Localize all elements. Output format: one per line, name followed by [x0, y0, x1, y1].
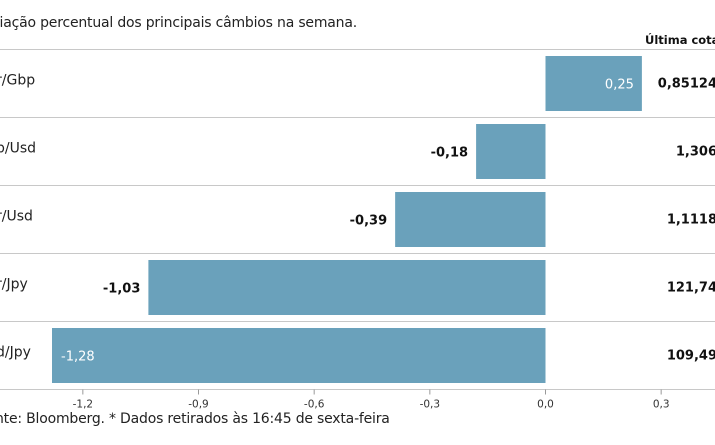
x-tick-label: -0,3: [420, 399, 441, 411]
last-quote-value: 0,85124: [658, 77, 715, 92]
last-quote-value: 109,49: [667, 349, 715, 364]
x-tick-label: 0,3: [653, 399, 670, 411]
last-quote-value: 1,1118: [667, 213, 715, 228]
data-label: -0,39: [350, 214, 387, 229]
data-label: -0,18: [431, 146, 468, 161]
last-quote-header: Última cotaç: [645, 33, 715, 47]
last-quote-value: 121,74: [667, 281, 715, 296]
bar-djpy: [52, 328, 546, 383]
bar-rgbp: [545, 56, 642, 111]
x-tick-label: -0,6: [304, 399, 325, 411]
bar-rjpy: [148, 260, 546, 315]
data-label: 0,25: [605, 78, 634, 93]
source-note: nte: Bloomberg. * Dados retirados às 16:…: [0, 411, 390, 427]
category-label: r/Jpy: [0, 277, 28, 293]
x-tick-label: -0,9: [188, 399, 209, 411]
chart-subtitle: riação percentual dos principais câmbios…: [0, 15, 357, 31]
data-label: -1,28: [61, 350, 95, 365]
category-label: d/Jpy: [0, 345, 31, 361]
x-tick-label: 0,0: [537, 399, 554, 411]
last-quote-value: 1,306: [676, 145, 715, 160]
category-label: p/Usd: [0, 141, 36, 157]
x-tick-label: -1,2: [73, 399, 94, 411]
bar-rusd: [395, 192, 546, 247]
bar-pusd: [476, 124, 546, 179]
category-label: r/Gbp: [0, 73, 35, 89]
data-label: -1,03: [103, 282, 140, 297]
category-label: r/Usd: [0, 209, 33, 225]
